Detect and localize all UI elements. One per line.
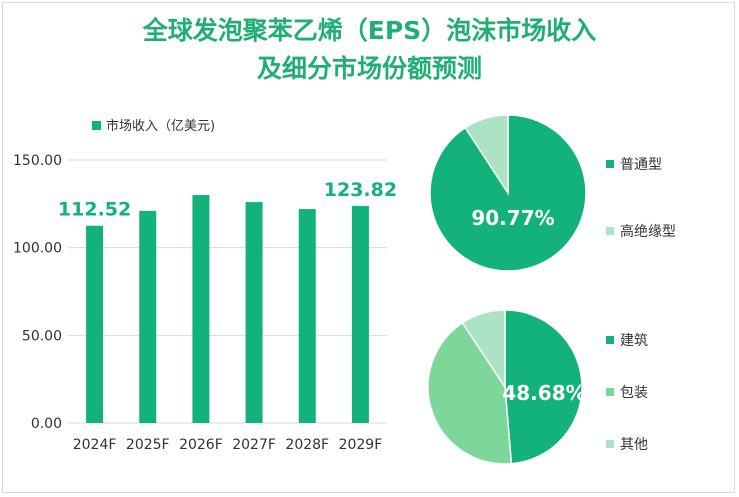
chart-frame: [2, 2, 735, 493]
bar: [192, 195, 210, 423]
legend-label: 建筑: [620, 333, 648, 349]
legend-swatch: [606, 388, 614, 396]
pie-slice: [504, 309, 583, 465]
pie-slice: [461, 309, 506, 390]
data-label: 123.82: [324, 179, 397, 201]
bar: [351, 205, 369, 423]
y-tick-label: 100.00: [13, 241, 62, 257]
legend-label: 其他: [620, 437, 648, 453]
bar: [139, 210, 157, 423]
legend-swatch: [606, 336, 614, 344]
legend-label: 普通型: [620, 157, 662, 173]
legend-label: 包装: [620, 385, 648, 401]
x-tick-label: 2024F: [73, 437, 117, 453]
y-tick-label: 50.00: [22, 328, 62, 344]
y-tick-label: 0.00: [31, 416, 62, 432]
y-tick-label: 150.00: [13, 153, 62, 169]
x-tick-label: 2028F: [285, 437, 329, 453]
pie-data-label: 90.77%: [471, 206, 554, 230]
title-line-1: 全球发泡聚苯乙烯（EPS）泡沫市场收入: [142, 16, 597, 45]
title-line-2: 及细分市场份额预测: [256, 54, 482, 83]
bar: [298, 209, 316, 423]
pie-data-label: 48.68%: [502, 381, 585, 405]
legend-swatch: [606, 227, 614, 235]
legend-swatch: [92, 121, 101, 130]
legend-swatch: [606, 160, 614, 168]
bar: [86, 225, 104, 423]
pie-slice: [464, 114, 509, 196]
legend-label: 市场收入（亿美元): [106, 118, 215, 134]
data-label: 112.52: [58, 199, 131, 221]
bar: [245, 202, 263, 423]
x-tick-label: 2027F: [232, 437, 276, 453]
pie-slice: [427, 321, 513, 465]
x-tick-label: 2026F: [179, 437, 223, 453]
chart-title: 全球发泡聚苯乙烯（EPS）泡沫市场收入 及细分市场份额预测: [0, 12, 739, 88]
x-tick-label: 2029F: [339, 437, 383, 453]
legend-swatch: [606, 440, 614, 448]
legend-label: 高绝缘型: [620, 223, 676, 240]
x-tick-label: 2025F: [126, 437, 170, 453]
